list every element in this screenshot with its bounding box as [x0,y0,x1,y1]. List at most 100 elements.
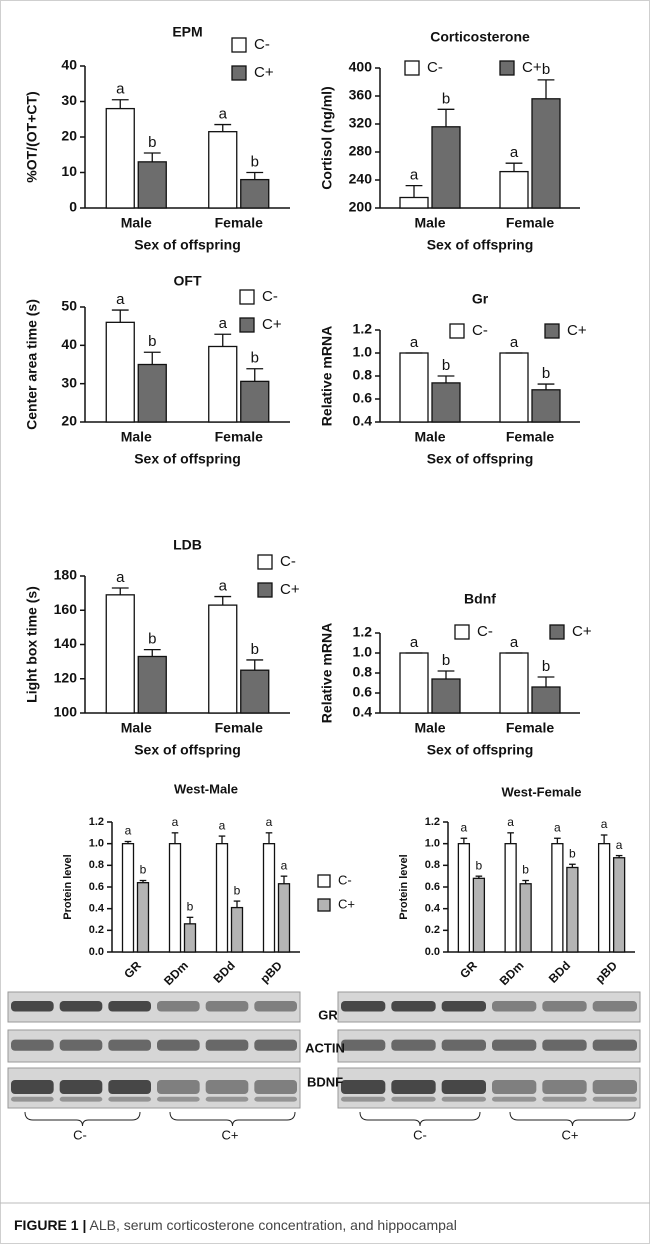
bar [241,670,269,713]
significance-letter: a [219,578,228,595]
blot-band [157,1040,200,1051]
y-tick-label: 0.4 [89,903,105,915]
y-tick-label: 0.4 [425,903,441,915]
legend-label: C+ [338,896,355,911]
y-tick-label: 40 [61,336,77,352]
bar [532,687,560,713]
legend-label: C- [427,59,443,76]
significance-letter: b [522,863,529,877]
legend-label: C- [477,623,493,640]
y-tick-label: 180 [54,567,78,583]
blot-label: GR [318,1007,338,1022]
bar [138,883,149,952]
blot-band [11,1040,54,1051]
significance-letter: a [616,838,623,852]
x-axis-label: Sex of offspring [134,237,241,253]
significance-letter: b [569,846,576,860]
bar [138,656,166,713]
y-tick-label: 0.8 [425,859,440,871]
significance-letter: a [510,144,519,161]
y-tick-label: 0.8 [353,367,373,383]
bar [138,162,166,208]
x-tick-label: Male [121,720,152,736]
chart-title: LDB [173,537,202,553]
blot-band [11,1097,54,1102]
y-axis-label: Protein level [62,854,74,919]
legend-swatch [500,61,514,75]
chart-title: OFT [174,273,202,289]
caption-label: FIGURE 1 | [14,1217,86,1233]
legend-swatch [240,290,254,304]
bar [185,924,196,952]
blot-band [442,1097,486,1102]
blot-band [442,1040,486,1051]
bar [138,365,166,423]
blot-label: BDNF [307,1074,343,1089]
legend-label: C- [338,872,352,887]
significance-letter: a [410,167,419,184]
blot-band [206,1097,249,1102]
figure: GR ACTIN BDNF C- C+ C- C+ FIGURE 1 | ALB… [0,0,650,1244]
y-tick-label: 120 [54,669,78,685]
y-tick-label: 0.0 [425,946,440,958]
blot-band [108,1080,151,1094]
blot-band [542,1001,586,1012]
bar [400,653,428,713]
y-tick-label: 50 [61,298,77,314]
significance-letter: a [219,818,226,832]
y-axis-label: Relative mRNA [319,623,335,723]
blot-band [542,1097,586,1102]
significance-letter: b [442,357,450,374]
y-tick-label: 1.2 [425,816,440,828]
bar [567,868,578,953]
y-tick-label: 20 [61,413,77,429]
x-tick-label: Male [121,429,152,445]
y-tick-label: 0.8 [89,859,104,871]
bar [432,127,460,208]
significance-letter: b [148,134,156,151]
significance-letter: a [116,81,125,98]
x-tick-label: Female [506,429,554,445]
y-tick-label: 0.2 [425,924,440,936]
blot-band [593,1097,637,1102]
significance-letter: b [251,153,259,170]
bar [400,198,428,209]
x-tick-label: Male [121,215,152,231]
y-tick-label: 0.4 [353,413,373,429]
y-tick-label: 140 [54,635,78,651]
blot-band [593,1080,637,1094]
bar [473,878,484,952]
y-axis-label: Protein level [398,854,410,919]
bar [232,908,243,952]
significance-letter: b [187,900,194,914]
significance-letter: a [507,815,514,829]
x-tick-label: Female [215,720,263,736]
legend-label: C- [262,288,278,305]
blot-band [542,1080,586,1094]
blot-band [593,1001,637,1012]
x-tick-label: Female [215,215,263,231]
y-axis-label: Relative mRNA [319,326,335,426]
significance-letter: a [219,106,228,123]
bar [552,844,563,952]
x-tick-label: Male [414,429,445,445]
blot-band [391,1040,435,1051]
caption-text: ALB, serum corticosterone concentration,… [90,1217,457,1233]
y-axis-label: Cortisol (ng/ml) [319,86,335,189]
bar [217,844,228,952]
chart-title: Bdnf [464,591,496,607]
bar [500,353,528,422]
x-axis-label: Sex of offspring [134,742,241,758]
legend-label: C+ [522,59,542,76]
x-tick-label: Female [215,429,263,445]
y-tick-label: 1.0 [89,838,104,850]
significance-letter: b [476,858,483,872]
significance-letter: b [542,365,550,382]
y-tick-label: 240 [349,171,373,187]
bar [209,132,237,208]
bar [241,180,269,208]
blot-band [391,1001,435,1012]
y-tick-label: 400 [349,59,373,75]
y-tick-label: 1.0 [353,644,373,660]
significance-letter: a [410,334,419,351]
